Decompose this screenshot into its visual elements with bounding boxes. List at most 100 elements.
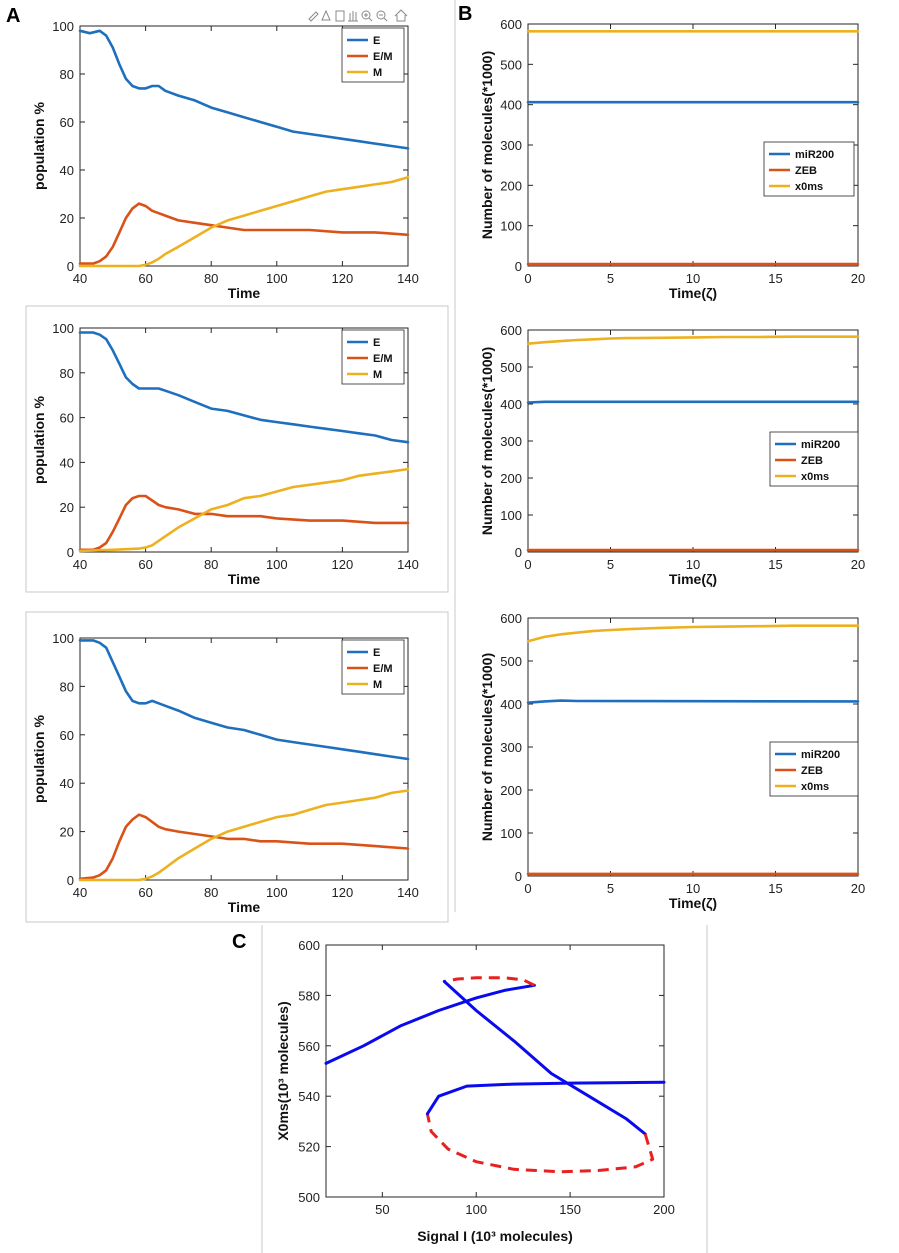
figure-toolbar <box>308 9 408 22</box>
y-axis-label: Number of molecules(*1000) <box>479 653 495 841</box>
y-tick-label: 500 <box>500 57 522 72</box>
x-tick-label: 10 <box>686 881 700 896</box>
y-axis-label: population % <box>31 102 47 190</box>
x-axis-label: Time(ζ) <box>669 895 717 911</box>
x-tick-label: 0 <box>524 881 531 896</box>
x-tick-label: 140 <box>397 557 419 572</box>
series-line-e-m <box>78 494 410 552</box>
x-tick-label: 40 <box>73 271 87 286</box>
legend-entry: x0ms <box>795 181 823 193</box>
panel-label-c: C <box>232 931 246 953</box>
y-tick-label: 200 <box>500 471 522 486</box>
y-tick-label: 40 <box>60 776 74 791</box>
legend-entry: miR200 <box>795 149 834 161</box>
y-tick-label: 100 <box>52 19 74 34</box>
legend-entry: M <box>373 67 382 79</box>
x-tick-label: 60 <box>138 557 152 572</box>
y-tick-label: 300 <box>500 138 522 153</box>
x-tick-label: 20 <box>851 271 865 286</box>
y-tick-label: 80 <box>60 679 74 694</box>
y-tick-label: 200 <box>500 178 522 193</box>
panel-frame-a2 <box>25 305 449 593</box>
y-tick-label: 100 <box>52 631 74 646</box>
chart-b2: 0 5 10 15 200100200300400500600Time(ζ)Number… <box>479 323 865 587</box>
x-tick-label: 15 <box>768 271 782 286</box>
legend: E E/M M <box>341 329 405 385</box>
x-tick-label: 20 <box>851 881 865 896</box>
chart-b1: 0 5 10 15 200100200300400500600Time(ζ)Number… <box>479 17 865 301</box>
legend-entry: E <box>373 647 380 659</box>
x-axis-label: Time(ζ) <box>669 285 717 301</box>
y-tick-label: 0 <box>515 869 522 884</box>
x-tick-label: 40 <box>73 557 87 572</box>
series-line-mir200 <box>526 400 860 404</box>
x-tick-label: 100 <box>266 271 288 286</box>
x-tick-label: 10 <box>686 271 700 286</box>
y-tick-label: 100 <box>52 321 74 336</box>
y-tick-label: 600 <box>298 938 320 953</box>
series-line-x0ms <box>526 624 860 643</box>
y-tick-label: 60 <box>60 728 74 743</box>
y-tick-label: 400 <box>500 397 522 412</box>
chart-a1: 40 60 80 100 120 140 0 20 40 60 80 100 Time populatio… <box>31 19 419 301</box>
series-line-e <box>78 639 410 761</box>
insert-legend-icon[interactable] <box>335 10 345 22</box>
x-tick-label: 80 <box>204 271 218 286</box>
series-line-x0ms <box>526 335 860 346</box>
zoom-in-icon[interactable] <box>361 10 373 22</box>
chart-a3: 40 60 80 100 120 140 0 20 40 60 80 100 Time populatio… <box>31 631 419 915</box>
x-tick-label: 10 <box>686 557 700 572</box>
y-tick-label: 600 <box>500 323 522 338</box>
y-tick-label: 0 <box>67 545 74 560</box>
legend-entry: miR200 <box>801 749 840 761</box>
legend-entry: M <box>373 369 382 381</box>
y-tick-label: 500 <box>500 360 522 375</box>
x-tick-label: 50 <box>375 1202 389 1217</box>
x-tick-label: 100 <box>266 557 288 572</box>
x-tick-label: 120 <box>332 557 354 572</box>
legend-entry: x0ms <box>801 781 829 793</box>
data-cursor-icon[interactable] <box>321 9 331 21</box>
x-tick-label: 60 <box>138 271 152 286</box>
x-tick-label: 20 <box>851 557 865 572</box>
series-line-e <box>78 29 410 150</box>
y-tick-label: 500 <box>500 654 522 669</box>
x-tick-label: 40 <box>73 885 87 900</box>
legend-entry: miR200 <box>801 439 840 451</box>
y-tick-label: 500 <box>298 1190 320 1205</box>
y-tick-label: 400 <box>500 697 522 712</box>
home-icon[interactable] <box>394 9 408 22</box>
y-tick-label: 60 <box>60 411 74 426</box>
series-line-e-m <box>78 202 410 265</box>
y-tick-label: 300 <box>500 434 522 449</box>
chart-a2: 40 60 80 100 120 140 0 20 40 60 80 100 Time populatio… <box>31 321 419 587</box>
x-tick-label: 5 <box>607 271 614 286</box>
x-tick-label: 140 <box>397 271 419 286</box>
x-tick-label: 15 <box>768 881 782 896</box>
series-line-lower-stable-branch <box>425 1080 666 1116</box>
legend: E E/M M <box>341 639 405 695</box>
x-tick-label: 15 <box>768 557 782 572</box>
plot-area <box>325 944 665 1198</box>
x-tick-label: 0 <box>524 271 531 286</box>
series-line-e-m <box>78 813 410 881</box>
pan-icon[interactable] <box>348 11 358 22</box>
legend-entry: E <box>373 35 380 47</box>
series-line-m <box>78 175 410 268</box>
x-axis-label: Time <box>228 571 261 587</box>
brush-icon[interactable] <box>308 11 319 22</box>
legend-entry: E/M <box>373 51 393 63</box>
x-axis-label: Time(ζ) <box>669 571 717 587</box>
y-tick-label: 600 <box>500 611 522 626</box>
x-axis-label: Time <box>228 285 261 301</box>
y-tick-label: 0 <box>515 259 522 274</box>
series-line-mir200 <box>526 699 860 705</box>
y-tick-label: 80 <box>60 67 74 82</box>
x-tick-label: 5 <box>607 881 614 896</box>
zoom-out-icon[interactable] <box>376 10 388 22</box>
legend-entry: M <box>373 679 382 691</box>
legend: E E/M M <box>341 27 405 83</box>
panel-label-a: A <box>6 5 20 27</box>
x-tick-label: 60 <box>138 885 152 900</box>
panel-label-b: B <box>458 3 472 25</box>
